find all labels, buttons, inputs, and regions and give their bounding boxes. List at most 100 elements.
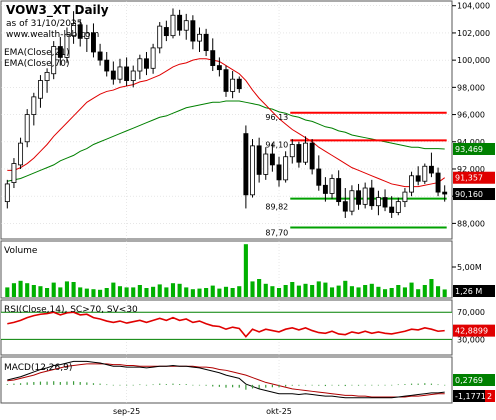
candle-up (150, 47, 156, 69)
candle-up (183, 20, 189, 31)
volume-bar (429, 279, 434, 297)
candle-down (442, 191, 448, 195)
macd-histogram-bar (172, 383, 174, 385)
macd-histogram-bar (185, 384, 187, 385)
candle-up (402, 191, 408, 203)
candle-up (4, 183, 10, 203)
candle-up (137, 58, 143, 72)
macd-histogram-bar (53, 381, 55, 385)
macd-histogram-bar (285, 384, 287, 387)
volume-bar (151, 286, 156, 297)
chart-title: VOW3_XT Daily (6, 3, 109, 18)
macd-histogram-bar (364, 384, 366, 386)
volume-bar (363, 285, 368, 297)
macd-histogram-bar (72, 381, 75, 385)
macd-histogram-bar (119, 384, 121, 386)
macd-histogram-bar (430, 383, 433, 385)
macd-tag-2-label: -1,1771 (455, 392, 486, 401)
ema21-legend: EMA(Close,21) (4, 48, 69, 58)
macd-histogram-bar (86, 382, 88, 385)
candle-down (269, 153, 275, 166)
candle-up (395, 201, 401, 213)
volume-bar (18, 280, 23, 297)
macd-histogram-bar (26, 382, 28, 385)
macd-histogram-bar (46, 381, 48, 385)
candle-up (11, 163, 17, 183)
macd-histogram-bar (179, 384, 181, 385)
candle-up (375, 197, 381, 207)
macd-histogram-bar (232, 384, 234, 388)
candle-up (362, 187, 368, 205)
volume-bar (402, 287, 407, 297)
volume-bar (223, 286, 229, 297)
candle-down (428, 165, 434, 174)
macd-histogram-bar (165, 384, 167, 385)
volume-bar (409, 282, 414, 297)
volume-bar (197, 288, 202, 297)
macd-histogram-bar (404, 384, 406, 385)
candle-down (342, 201, 348, 212)
candle-up (329, 178, 335, 194)
volume-bar (237, 286, 242, 297)
macd-histogram-bar (159, 383, 161, 385)
macd-histogram-bar (357, 384, 360, 386)
macd-histogram-bar (258, 384, 260, 389)
candle-down (236, 78, 242, 90)
macd-histogram-bar (19, 383, 22, 385)
macd-histogram-bar (304, 384, 307, 386)
volume-bar (290, 282, 295, 297)
x-axis-date-label: sep-25 (113, 407, 140, 416)
macd-histogram-bar (79, 382, 81, 385)
macd-histogram-bar (318, 384, 320, 386)
price-tick-label: 92,000 (457, 165, 485, 174)
volume-bar (323, 282, 328, 297)
macd-histogram-bar (33, 382, 35, 385)
macd-histogram-bar (351, 384, 353, 386)
volume-bar (5, 287, 10, 297)
candle-down (57, 46, 63, 58)
volume-bar (416, 289, 421, 297)
macd-histogram-bar (245, 384, 247, 390)
price-tick-label: 94,000 (457, 138, 485, 147)
macd-histogram-bar (344, 384, 346, 387)
candle-up (289, 144, 295, 158)
candle-down (389, 206, 395, 213)
macd-histogram-bar (384, 384, 386, 386)
volume-bar (217, 288, 222, 297)
volume-bar (117, 286, 123, 297)
price-level-label: 87,70 (265, 228, 288, 237)
price-tick-label: 88,000 (457, 219, 485, 228)
volume-bar (310, 285, 315, 297)
macd-histogram-bar (212, 384, 214, 387)
series-layer (7, 58, 445, 399)
candle-up (283, 156, 289, 181)
chart-source: www.wealth-lab.com (6, 30, 99, 40)
price-tag-label: 93,469 (455, 145, 483, 154)
candle-up (64, 33, 70, 58)
volume-bar (396, 285, 401, 297)
macd-histogram-bar (298, 384, 300, 386)
volume-last-label: 1,26 M (455, 287, 482, 296)
macd-histogram-bar (424, 383, 426, 385)
price-tick-label: 98,000 (457, 83, 485, 92)
volume-bar (336, 285, 341, 297)
ema21-line (7, 58, 445, 188)
macd-histogram-bar (291, 384, 293, 386)
candle-up (197, 33, 202, 42)
price-tag (453, 142, 495, 155)
macd-histogram-bar (377, 384, 380, 386)
candle-down (210, 50, 216, 66)
macd-histogram-bar (13, 383, 15, 385)
volume-last-tag (453, 285, 495, 297)
candle-down (77, 24, 83, 39)
candle-down (356, 190, 361, 205)
macd-histogram-bar (225, 384, 227, 388)
volume-bar (157, 284, 162, 297)
price-level-label: 89,82 (265, 203, 288, 212)
candle-up (24, 114, 30, 143)
volume-bar (131, 287, 136, 297)
macd-histogram-bar (410, 383, 413, 385)
macd-histogram-bar (218, 384, 220, 387)
macd-histogram-bar (251, 384, 254, 389)
macd-histogram-bar (66, 381, 68, 385)
